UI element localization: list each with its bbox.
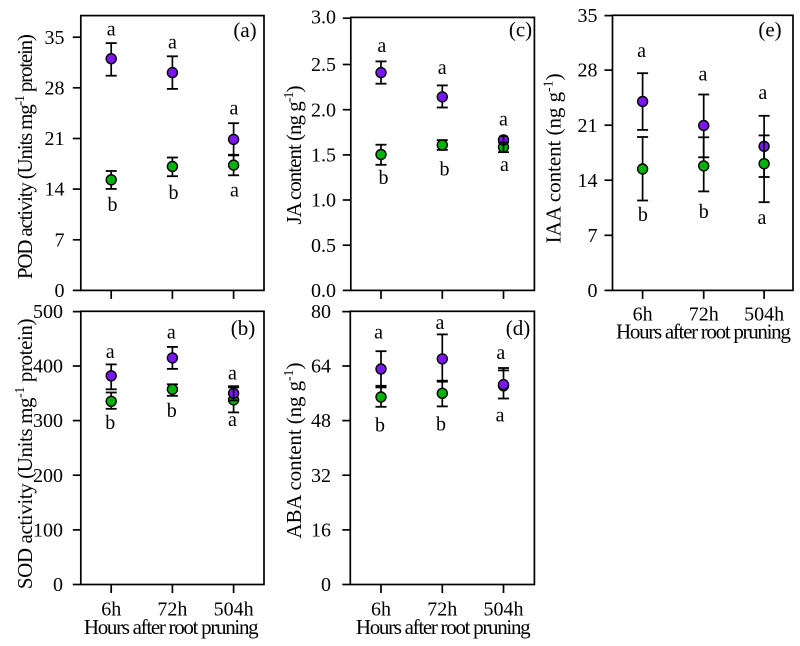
svg-text:(e): (e) [758,18,781,42]
svg-text:2.0: 2.0 [311,99,336,121]
svg-text:a: a [438,57,447,79]
svg-text:b: b [108,194,118,216]
svg-text:28: 28 [578,60,598,82]
svg-text:64: 64 [311,356,331,378]
svg-text:b: b [169,182,179,204]
svg-text:b: b [436,413,446,435]
svg-text:a: a [758,82,767,104]
svg-text:ABA content (ng g-1): ABA content (ng g-1) [282,363,306,539]
svg-text:0: 0 [588,280,598,302]
svg-text:72h: 72h [427,599,457,621]
svg-text:0: 0 [321,574,331,596]
svg-text:Hours after root pruning: Hours after root pruning [616,320,791,344]
svg-text:SOD activity (Units mg-1 prote: SOD activity (Units mg-1 protein) [13,318,37,589]
svg-text:a: a [436,312,445,334]
svg-text:a: a [637,40,646,62]
svg-text:a: a [230,180,239,202]
svg-text:a: a [374,321,383,343]
svg-text:Hours after root pruning: Hours after root pruning [356,615,531,639]
svg-text:16: 16 [311,520,331,542]
svg-text:a: a [758,207,767,229]
svg-text:500: 500 [33,301,63,323]
svg-text:a: a [168,31,177,53]
svg-text:a: a [230,97,239,119]
svg-text:7: 7 [588,225,598,247]
svg-text:200: 200 [33,465,63,487]
svg-text:6h: 6h [101,599,121,621]
svg-text:72h: 72h [689,304,719,326]
svg-text:a: a [107,19,116,41]
svg-text:b: b [699,201,709,223]
svg-text:6h: 6h [371,599,391,621]
svg-text:504h: 504h [214,599,254,621]
svg-text:2.5: 2.5 [311,54,336,76]
svg-text:a: a [698,64,707,86]
svg-text:POD activity (Units mg-1 prote: POD activity (Units mg-1 protein) [13,34,37,279]
svg-text:Hours after root pruning: Hours after root pruning [84,615,259,639]
svg-text:a: a [228,409,237,431]
svg-text:b: b [638,204,648,226]
svg-text:(d): (d) [506,316,531,340]
svg-text:a: a [167,322,176,344]
svg-text:b: b [440,159,450,181]
svg-text:504h: 504h [484,599,524,621]
svg-text:100: 100 [33,520,63,542]
svg-text:b: b [379,167,389,189]
svg-text:504h: 504h [744,304,784,326]
svg-text:6h: 6h [633,304,653,326]
svg-text:300: 300 [33,410,63,432]
svg-text:14: 14 [45,179,65,201]
svg-text:(a): (a) [233,18,256,42]
svg-text:a: a [499,109,508,131]
svg-text:400: 400 [33,356,63,378]
svg-text:a: a [228,363,237,385]
svg-text:1.0: 1.0 [311,190,336,212]
svg-text:b: b [375,415,385,437]
svg-text:0: 0 [53,574,63,596]
svg-text:28: 28 [45,77,65,99]
svg-text:7: 7 [55,229,65,251]
svg-text:80: 80 [311,301,331,323]
svg-text:21: 21 [45,128,65,150]
svg-text:b: b [167,400,177,422]
svg-text:0.0: 0.0 [311,280,336,302]
svg-text:0.5: 0.5 [311,235,336,257]
svg-text:a: a [377,35,386,57]
svg-text:72h: 72h [157,599,187,621]
svg-text:a: a [500,154,509,176]
svg-text:3.0: 3.0 [311,6,336,28]
svg-text:0: 0 [55,280,65,302]
svg-text:a: a [496,342,505,364]
svg-text:21: 21 [578,115,598,137]
svg-text:32: 32 [311,465,331,487]
svg-text:JA content (ng g-1): JA content (ng g-1) [282,86,306,225]
svg-text:14: 14 [578,170,598,192]
svg-text:35: 35 [578,5,598,27]
svg-text:a: a [106,341,115,363]
svg-text:b: b [105,412,115,434]
svg-text:a: a [496,404,505,426]
svg-text:1.5: 1.5 [311,145,336,167]
svg-text:(b): (b) [231,316,256,340]
svg-text:IAA content (ng g-1): IAA content (ng g-1) [542,73,566,243]
svg-text:48: 48 [311,410,331,432]
svg-text:35: 35 [45,27,65,49]
svg-text:(c): (c) [509,18,532,42]
